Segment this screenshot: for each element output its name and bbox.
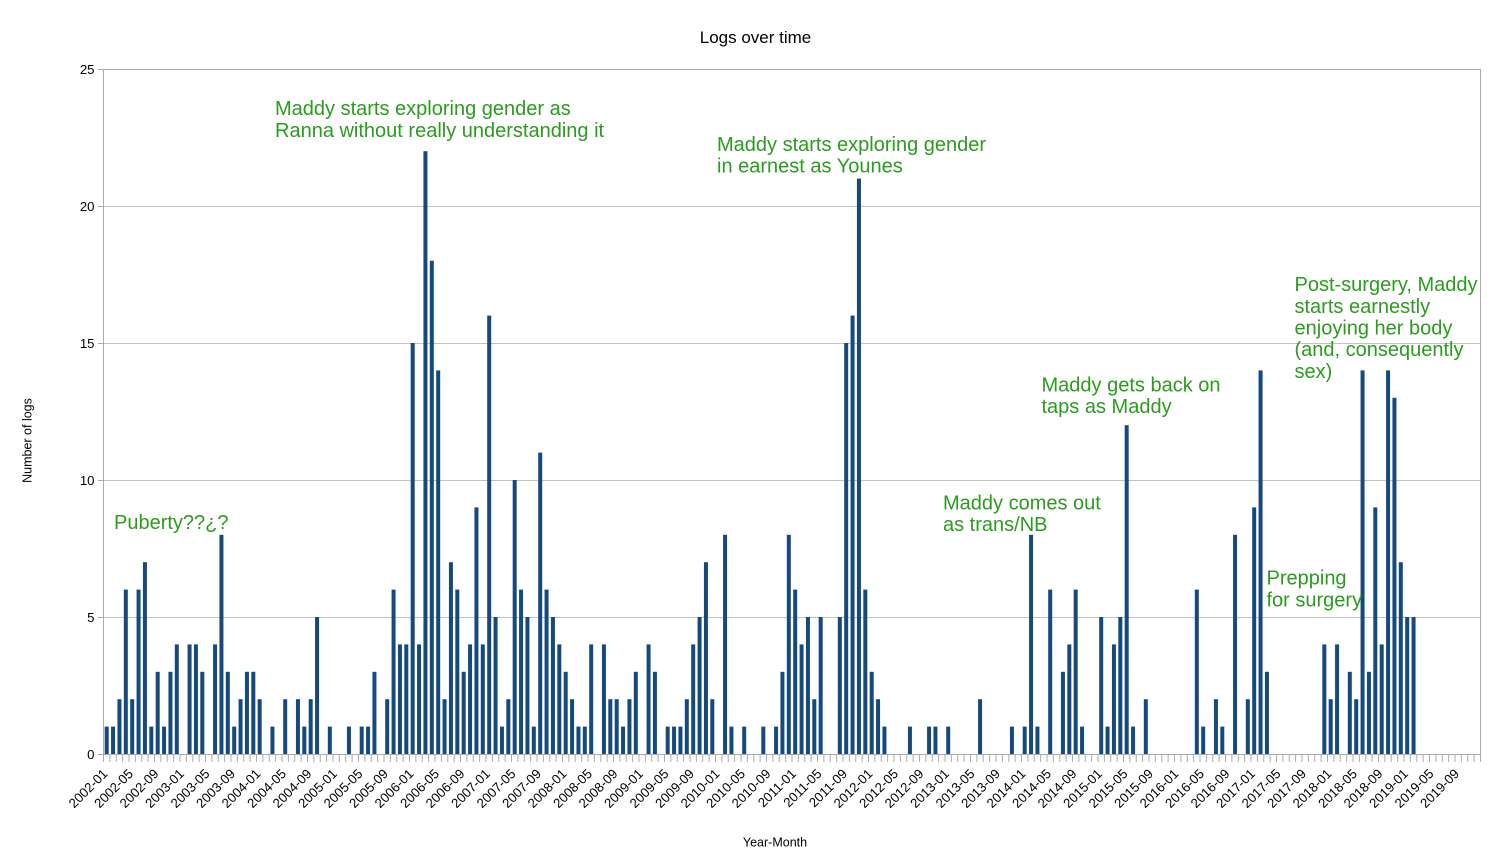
svg-text:0: 0 xyxy=(87,747,94,762)
svg-text:Logs over time: Logs over time xyxy=(700,28,812,47)
svg-text:taps as Maddy: taps as Maddy xyxy=(1042,396,1172,418)
svg-text:(and, consequently: (and, consequently xyxy=(1295,339,1464,361)
svg-text:for surgery: for surgery xyxy=(1267,589,1363,611)
svg-text:Year-Month: Year-Month xyxy=(743,835,807,849)
svg-text:Maddy starts exploring gender: Maddy starts exploring gender as xyxy=(275,98,571,120)
svg-text:Maddy starts exploring gender: Maddy starts exploring gender xyxy=(717,134,986,156)
svg-text:in earnest as Younes: in earnest as Younes xyxy=(717,155,903,177)
svg-text:enjoying her body: enjoying her body xyxy=(1295,318,1453,340)
svg-text:15: 15 xyxy=(80,336,95,351)
svg-text:Maddy comes out: Maddy comes out xyxy=(943,493,1101,515)
svg-text:starts earnestly: starts earnestly xyxy=(1295,296,1431,318)
svg-text:5: 5 xyxy=(87,610,94,625)
svg-text:20: 20 xyxy=(80,199,95,214)
svg-text:Maddy gets back on: Maddy gets back on xyxy=(1042,375,1221,397)
svg-text:Prepping: Prepping xyxy=(1267,568,1347,590)
svg-text:10: 10 xyxy=(80,473,95,488)
svg-text:Puberty??¿?: Puberty??¿? xyxy=(114,512,229,534)
svg-text:Ranna without really understan: Ranna without really understanding it xyxy=(275,120,605,142)
svg-text:Number of logs: Number of logs xyxy=(21,398,35,483)
svg-text:sex): sex) xyxy=(1295,361,1333,383)
svg-text:25: 25 xyxy=(80,62,95,77)
svg-text:Post-surgery, Maddy: Post-surgery, Maddy xyxy=(1295,274,1478,296)
svg-text:as trans/NB: as trans/NB xyxy=(943,514,1047,536)
